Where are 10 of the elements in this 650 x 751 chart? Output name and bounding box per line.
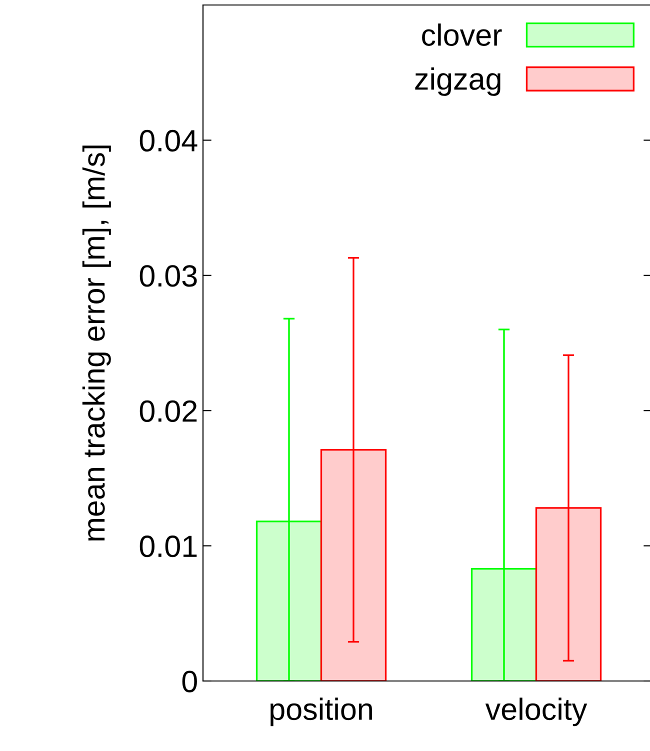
y-axis-title: mean tracking error [m], [m/s] <box>82 146 111 540</box>
y-tick-label: 0.02 <box>140 400 197 422</box>
y-tick-label: 0.04 <box>140 130 198 152</box>
y-tick-label: 0 <box>182 670 197 692</box>
y-tick-label: 0.01 <box>140 536 197 558</box>
y-tick-label: 0.03 <box>140 265 197 287</box>
x-tick-label: position <box>270 698 372 726</box>
x-tick-label: velocity <box>485 698 588 726</box>
legend-label: clover <box>422 23 502 46</box>
legend-label: zigzag <box>415 67 500 96</box>
